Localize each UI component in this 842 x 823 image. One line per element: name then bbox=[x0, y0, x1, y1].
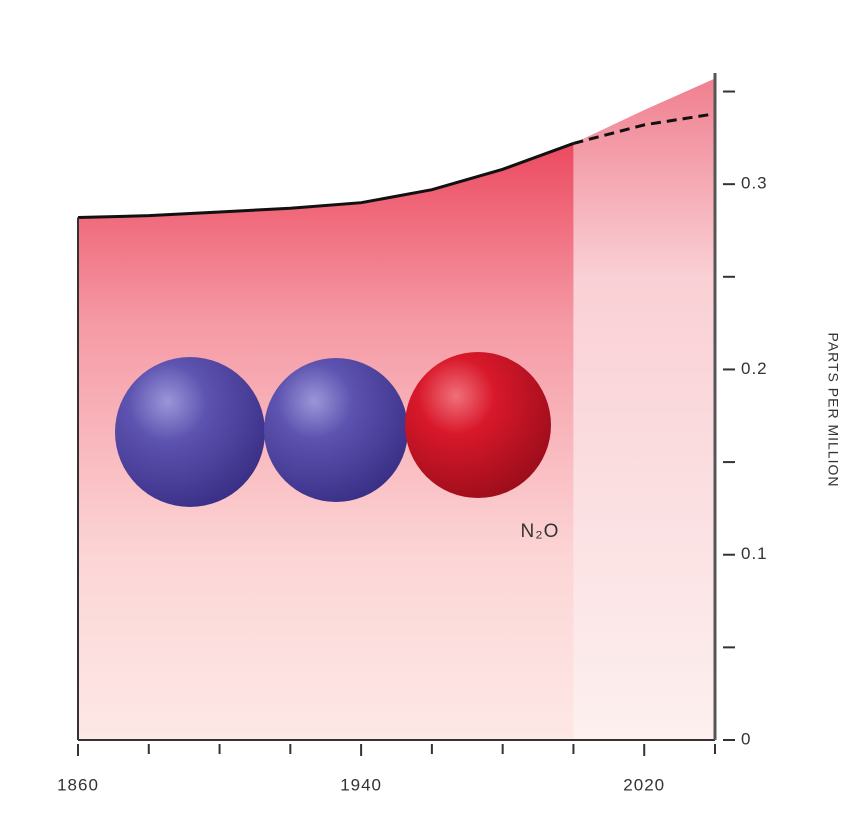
y-tick-label: 0 bbox=[741, 729, 751, 748]
chart: N₂O PARTS PER MILLION 1860 1940 2020 0 0.1 0.… bbox=[0, 0, 842, 823]
y-tick-label: 0.1 bbox=[741, 544, 768, 563]
x-tick-label: 1940 bbox=[340, 775, 382, 794]
y-axis-label: PARTS PER MILLION bbox=[825, 333, 841, 488]
y-tick-label: 0.2 bbox=[741, 359, 768, 378]
x-tick-label: 2020 bbox=[623, 775, 665, 794]
nitrogen-atom bbox=[264, 358, 408, 502]
molecule-illustration bbox=[115, 352, 551, 507]
nitrogen-atom bbox=[115, 357, 265, 507]
y-tick-label: 0.3 bbox=[741, 174, 768, 193]
area bbox=[573, 79, 715, 740]
oxygen-atom bbox=[405, 352, 551, 498]
x-tick-label: 1860 bbox=[57, 775, 99, 794]
molecule-label: N₂O bbox=[521, 521, 560, 542]
